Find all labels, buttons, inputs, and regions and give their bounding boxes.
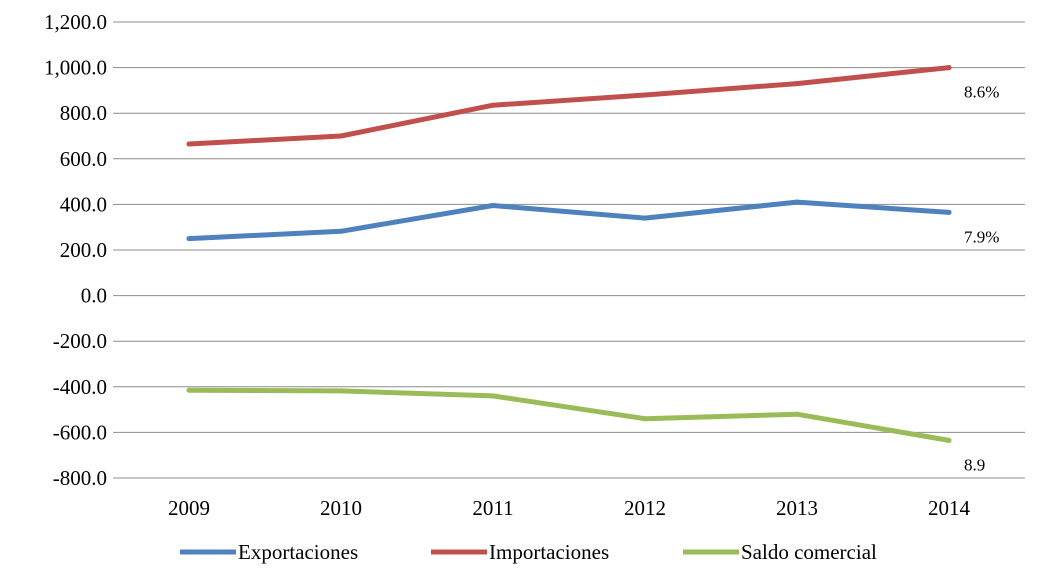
series-line-exportaciones [186,199,952,242]
series-line-importaciones [186,65,952,147]
data-point-importaciones [338,133,344,139]
y-tick-label: 1,200.0 [44,10,107,34]
data-point-exportaciones [338,228,344,234]
data-point-saldo-comercial [490,393,496,399]
data-point-importaciones [490,102,496,108]
x-tick-label: 2009 [168,496,210,520]
data-point-saldo-comercial [338,388,344,394]
data-point-exportaciones [794,199,800,205]
y-tick-label: -600.0 [53,420,107,444]
y-tick-label: 1,000.0 [44,56,107,80]
x-axis-tick-labels: 2009 2010 2011 2012 2013 2014 [168,496,971,520]
y-tick-label: 0.0 [81,284,107,308]
y-tick-label: -400.0 [53,375,107,399]
data-point-saldo-comercial [186,387,192,393]
x-tick-label: 2011 [472,496,513,520]
data-point-exportaciones [642,215,648,221]
legend-label-exportaciones: Exportaciones [238,540,358,564]
data-point-importaciones [946,65,952,71]
y-tick-label: 600.0 [60,147,107,171]
data-point-importaciones [794,81,800,87]
x-tick-label: 2013 [776,496,818,520]
x-tick-label: 2010 [320,496,362,520]
end-label-importaciones: 8.6% [964,83,999,102]
y-tick-label: -800.0 [53,466,107,490]
x-tick-label: 2014 [928,496,971,520]
legend-label-saldo-comercial: Saldo comercial [741,540,877,564]
data-point-exportaciones [946,209,952,215]
y-tick-label: 800.0 [60,101,107,125]
y-axis-tick-labels: -800.0 -600.0 -400.0 -200.0 0.0 200.0 400.0 600… [44,10,107,490]
data-point-exportaciones [186,236,192,242]
data-point-importaciones [186,141,192,147]
series-line-saldo-comercial [186,387,952,443]
y-tick-label: -200.0 [53,329,107,353]
end-label-exportaciones: 7.9% [964,227,999,246]
data-point-saldo-comercial [794,411,800,417]
data-point-importaciones [642,92,648,98]
series-lines [186,65,952,443]
legend: Exportaciones Importaciones Saldo comercia… [180,540,877,564]
y-tick-label: 200.0 [60,238,107,262]
legend-label-importaciones: Importaciones [489,540,609,564]
end-label-saldo-comercial: 8.9 [964,455,985,474]
y-tick-label: 400.0 [60,192,107,216]
data-point-saldo-comercial [946,437,952,443]
x-tick-label: 2012 [624,496,666,520]
data-point-saldo-comercial [642,416,648,422]
data-point-exportaciones [490,203,496,209]
gridlines [113,21,1025,479]
series-end-labels: 7.9% 8.6% 8.9 [964,83,999,475]
